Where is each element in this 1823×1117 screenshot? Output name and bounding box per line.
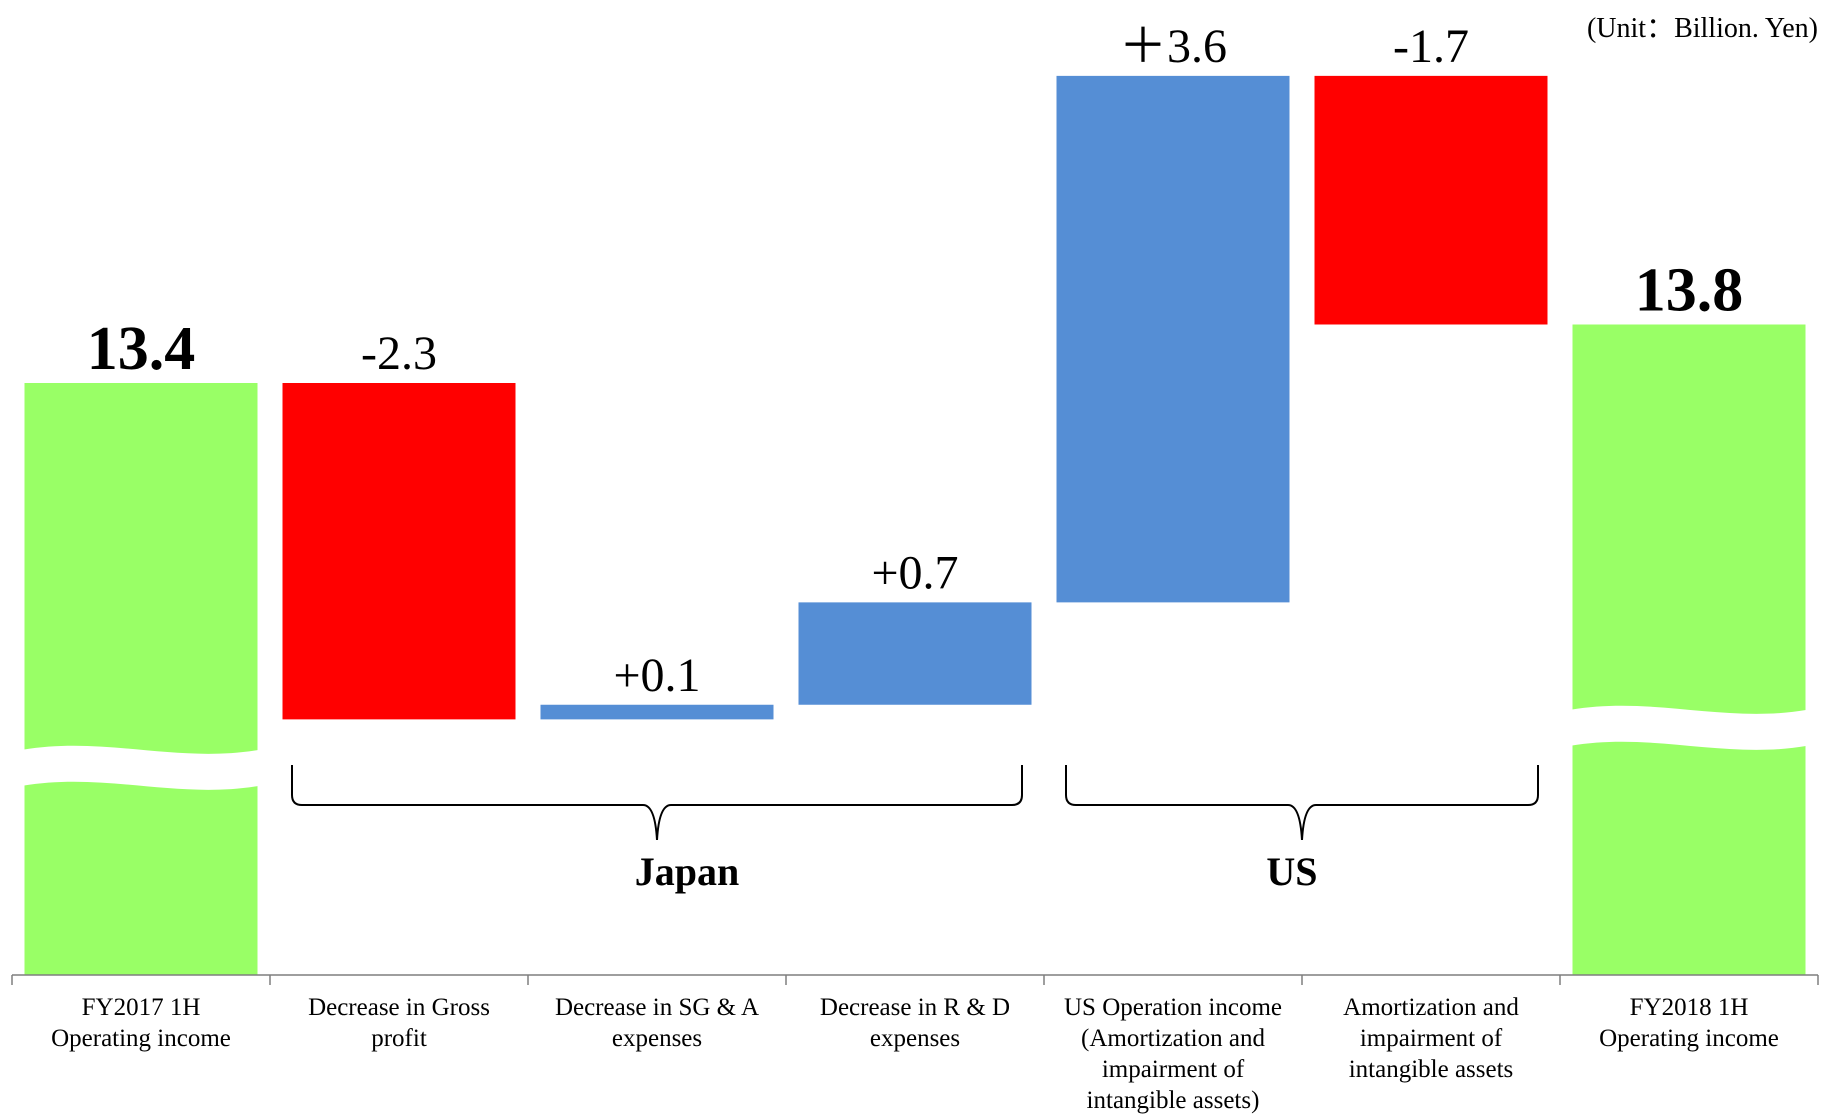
bar-2 bbox=[540, 704, 774, 720]
bar-5 bbox=[1314, 75, 1548, 325]
value-label-6: 13.8 bbox=[1635, 257, 1744, 325]
category-label-3-0: Decrease in R & D bbox=[820, 994, 1010, 1021]
category-label-5-0: Amortization and bbox=[1343, 994, 1519, 1021]
category-label-2-1: expenses bbox=[612, 1025, 702, 1052]
bar-6 bbox=[1572, 324, 1806, 975]
value-labels-layer: 13.4 -2.3 +0.1 +0.7 ＋3.6 -1.7 13.8 bbox=[87, 20, 1744, 702]
category-label-6-0: FY2018 1H bbox=[1630, 994, 1749, 1021]
category-label-1-0: Decrease in Gross bbox=[308, 994, 490, 1021]
category-label-3-1: expenses bbox=[870, 1025, 960, 1052]
group-brace-0 bbox=[291, 765, 1023, 841]
bar-0 bbox=[24, 383, 258, 975]
unit-label: (Unit：Billion. Yen) bbox=[1587, 13, 1818, 44]
bars-layer bbox=[24, 75, 1806, 975]
value-label-4: ＋3.6 bbox=[1119, 20, 1227, 73]
category-label-6-1: Operating income bbox=[1599, 1025, 1779, 1052]
group-brace-1 bbox=[1065, 765, 1539, 841]
category-label-0-0: FY2017 1H bbox=[82, 994, 201, 1021]
bar-1 bbox=[282, 383, 516, 720]
group-braces-layer: Japan US bbox=[291, 765, 1539, 894]
group-label-0: Japan bbox=[635, 849, 740, 894]
value-label-3: +0.7 bbox=[871, 546, 958, 599]
x-axis bbox=[11, 974, 1819, 985]
category-label-0-1: Operating income bbox=[51, 1025, 231, 1052]
value-label-0: 13.4 bbox=[87, 315, 196, 383]
axis-break-6 bbox=[1570, 705, 1808, 750]
value-label-1: -2.3 bbox=[361, 327, 437, 380]
group-label-1: US bbox=[1266, 849, 1317, 894]
category-label-4-1: (Amortization and bbox=[1081, 1025, 1265, 1052]
value-label-5: -1.7 bbox=[1393, 20, 1469, 73]
category-label-4-2: impairment of bbox=[1102, 1056, 1245, 1083]
category-label-2-0: Decrease in SG & A bbox=[555, 994, 759, 1021]
bar-3 bbox=[798, 602, 1032, 705]
category-label-5-1: impairment of bbox=[1360, 1025, 1503, 1052]
category-label-4-0: US Operation income bbox=[1064, 994, 1282, 1021]
bar-4 bbox=[1056, 75, 1290, 603]
category-label-4-3: intangible assets) bbox=[1087, 1087, 1260, 1114]
category-labels-layer: FY2017 1H Operating income Decrease in Gro… bbox=[51, 994, 1779, 1114]
axis-breaks-layer bbox=[22, 705, 1808, 790]
category-label-5-2: intangible assets bbox=[1349, 1056, 1514, 1083]
value-label-2: +0.1 bbox=[613, 649, 700, 702]
category-label-1-1: profit bbox=[371, 1025, 427, 1052]
axis-break-0 bbox=[22, 745, 260, 790]
